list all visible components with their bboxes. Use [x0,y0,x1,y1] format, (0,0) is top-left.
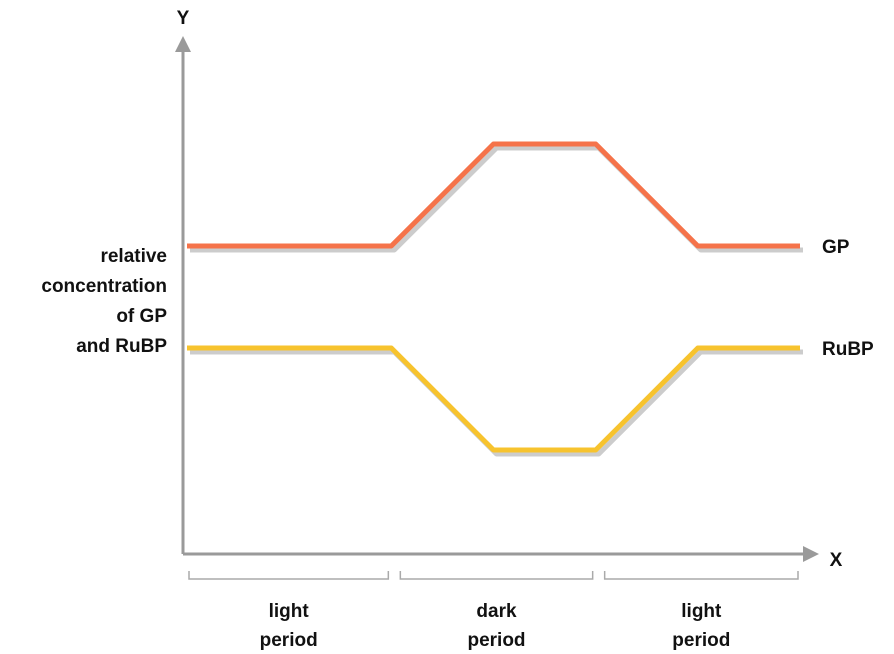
period-brackets: light period dark period light period [188,571,799,651]
y-axis-title-line: concentration [41,276,167,297]
period-bracket [399,571,594,580]
series-label-gp: GP [822,237,850,258]
period-label-line: light [681,601,722,622]
y-axis-title-line: of GP [116,306,167,327]
series-line-rubp [187,345,800,453]
period-label-line: period [260,630,318,651]
series-labels: GP RuBP [822,237,874,360]
series-shadow-rubp [190,349,803,457]
period-label-line: light [269,601,310,622]
y-axis-arrowhead [175,36,191,52]
series-layer [187,141,803,457]
x-axis-arrowhead [803,546,819,562]
period-bracket [188,571,390,580]
y-axis-label: Y [177,8,190,29]
y-axis-title-line: and RuBP [76,336,167,357]
series-shadow-gp [190,145,803,253]
period-label-line: period [672,630,730,651]
axes: YX [175,8,843,571]
period-label-line: period [467,630,525,651]
x-axis-label: X [830,550,843,571]
series-label-rubp: RuBP [822,339,874,360]
y-axis-title-line: relative [100,246,167,267]
period-bracket [603,571,799,580]
series-line-gp [187,141,800,249]
y-axis-title: relative concentration of GP and RuBP [41,246,167,357]
period-label-line: dark [476,601,517,622]
